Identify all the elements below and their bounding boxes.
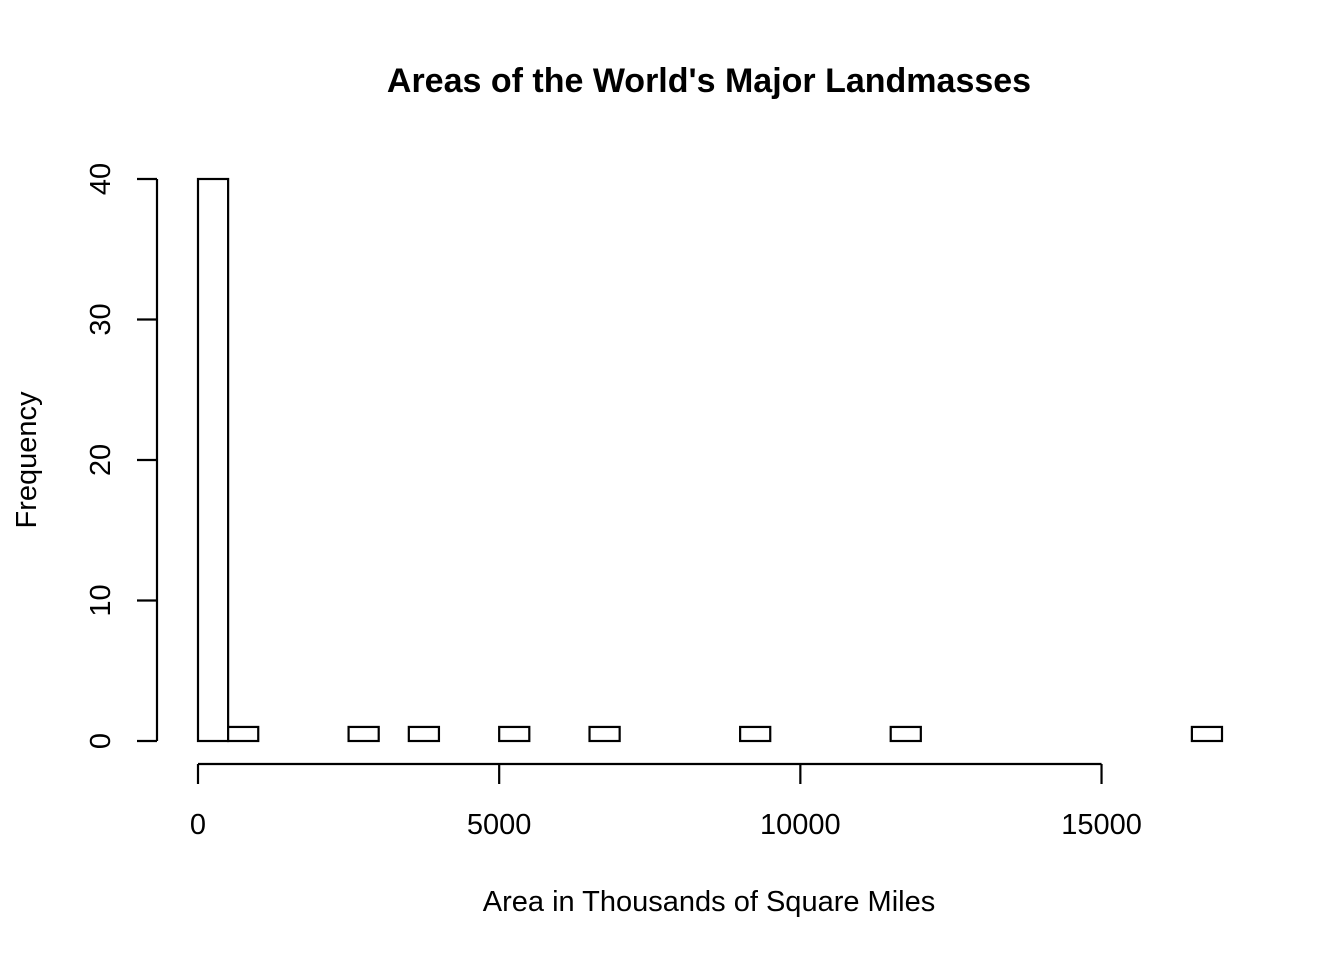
histogram-bar (347, 725, 380, 743)
histogram-bar (227, 725, 260, 743)
y-tick-label: 30 (85, 303, 117, 335)
y-tick-label: 10 (85, 584, 117, 616)
histogram-bar (498, 725, 531, 743)
histogram-bar (588, 725, 621, 743)
histogram-bar (407, 725, 441, 743)
chart-title: Areas of the World's Major Landmasses (387, 62, 1031, 100)
x-axis: 0 5000 10000 15000 (190, 762, 1142, 841)
y-tick-label: 0 (85, 733, 117, 749)
x-tick-label: 10000 (760, 809, 841, 841)
y-tick-label: 20 (85, 444, 117, 476)
x-tick-label: 0 (190, 809, 206, 841)
histogram-bar (739, 725, 772, 743)
bars-group (196, 177, 1224, 743)
histogram-bar (889, 725, 922, 743)
y-tick-label: 40 (85, 163, 117, 195)
y-axis-label: Frequency (11, 391, 43, 529)
histogram-bar (196, 177, 230, 743)
x-axis-label: Area in Thousands of Square Miles (483, 886, 935, 918)
y-axis: 0 10 20 30 40 (85, 163, 159, 749)
histogram-bar (1190, 725, 1224, 743)
x-tick-label: 5000 (467, 809, 532, 841)
x-tick-label: 15000 (1061, 809, 1142, 841)
